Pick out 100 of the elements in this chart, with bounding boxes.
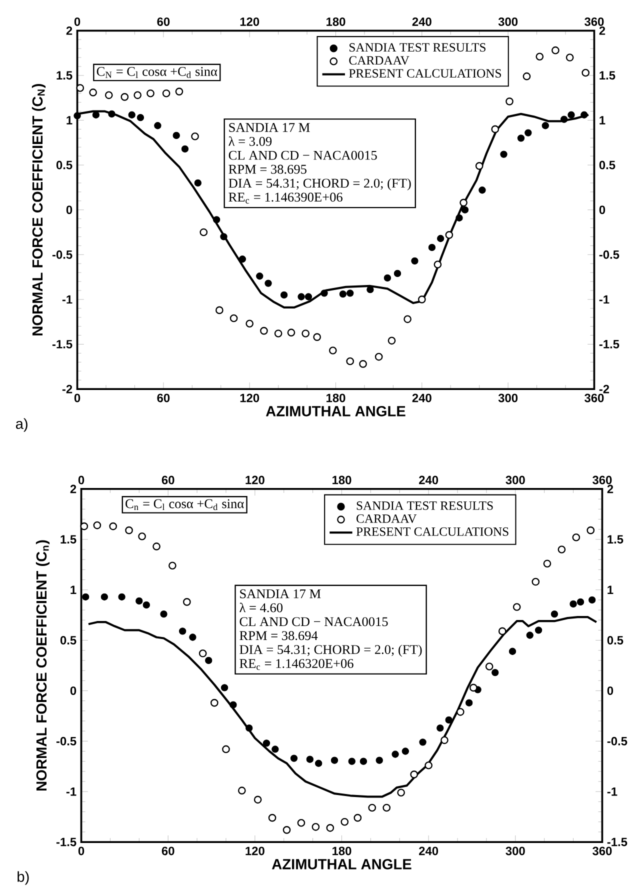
x2-tick-label: 0 <box>78 846 84 856</box>
y-tick-label: 1 <box>70 586 76 594</box>
point <box>262 740 270 747</box>
y2-tick-label: -1 <box>599 295 610 304</box>
x-tick-label: 180 <box>332 476 352 484</box>
x-tick-label: 0 <box>78 476 84 484</box>
point <box>524 129 532 136</box>
y2-tick-label: 0 <box>607 686 613 695</box>
point <box>178 628 186 635</box>
x2-tick-label: 240 <box>418 846 438 856</box>
point <box>100 593 108 600</box>
point <box>168 562 176 570</box>
point <box>500 150 508 158</box>
point <box>314 760 322 767</box>
y-tick-label: 0.5 <box>60 636 76 645</box>
x2-tick-label: 120 <box>240 394 259 402</box>
y-tick-label: 0 <box>70 686 76 695</box>
y2-tick-label: 2 <box>599 26 605 35</box>
point <box>445 716 452 724</box>
point <box>560 116 568 123</box>
x2-tick-label: 60 <box>162 846 174 856</box>
point <box>160 610 168 618</box>
point <box>108 110 116 118</box>
x2-tick-label: 180 <box>332 846 352 856</box>
annotation: CL AND CD − NACA0015 <box>240 617 388 626</box>
y2-tick-label: -0.5 <box>599 250 620 259</box>
point <box>135 597 143 605</box>
point <box>74 112 81 120</box>
point <box>558 546 566 554</box>
y-tick-label: -0.5 <box>56 736 76 746</box>
point <box>297 818 306 827</box>
y-tick-label: -1 <box>66 787 76 796</box>
point <box>461 206 468 214</box>
annotation: SANDIA 17 M <box>240 589 321 598</box>
point <box>220 684 228 692</box>
point <box>526 632 534 639</box>
point <box>138 532 146 540</box>
x2-tick-label: 120 <box>246 846 264 856</box>
y-tick-label: 1.5 <box>60 535 76 544</box>
point <box>469 684 478 692</box>
point <box>580 111 588 118</box>
x-tick-label: 60 <box>162 476 174 484</box>
x2-tick-label: 360 <box>592 846 612 856</box>
point <box>194 179 202 187</box>
y-tick-label: 2 <box>66 26 72 35</box>
point <box>536 52 544 61</box>
point <box>82 593 90 600</box>
point <box>80 522 88 530</box>
x-axis-title: AZIMUTHAL ANGLE <box>272 859 412 870</box>
point <box>392 750 399 758</box>
x-axis-title: AZIMUTHAL ANGLE <box>266 406 406 416</box>
point <box>245 724 253 732</box>
y-tick-label: 0.5 <box>56 160 72 170</box>
y-tick-label: -0.5 <box>52 250 72 259</box>
annotation: C$_{N}$ = C$_{l}$ cosα +C$_{d}$ sinα <box>96 67 218 78</box>
point <box>568 111 575 118</box>
legend-label: PRESENT CALCULATIONS <box>356 527 508 536</box>
text: b) <box>18 871 29 885</box>
annotation: DIA = 54.31; CHORD = 2.0; (FT) <box>240 644 422 657</box>
point <box>162 89 170 98</box>
point <box>508 648 516 655</box>
x-tick-label: 240 <box>412 17 432 26</box>
x-tick-label: 300 <box>498 17 518 26</box>
point <box>152 542 160 550</box>
annotation: RE$_{c}$ = 1.146390E+06 <box>228 192 342 204</box>
point <box>404 315 412 324</box>
x2-tick-label: 300 <box>506 846 525 856</box>
y2-tick-label: -2 <box>599 384 609 394</box>
y2-tick-label: -1 <box>607 787 618 796</box>
point <box>230 701 237 708</box>
point <box>505 98 514 106</box>
legend-label: PRESENT CALCULATIONS <box>348 69 501 78</box>
legend-label: CARDAAV <box>356 514 417 523</box>
point <box>215 306 224 314</box>
point <box>118 593 126 600</box>
point <box>576 598 584 606</box>
point <box>175 88 184 96</box>
annotation: DIA = 54.31; CHORD = 2.0; (FT) <box>228 178 411 190</box>
point <box>306 756 314 763</box>
point <box>287 328 296 337</box>
point <box>212 216 220 224</box>
point <box>460 198 468 207</box>
point <box>204 656 212 664</box>
point <box>491 668 499 676</box>
point <box>246 320 254 328</box>
x-tick-label: 120 <box>240 17 259 26</box>
point <box>359 360 367 368</box>
x2-tick-label: 240 <box>412 394 432 402</box>
y2-tick-label: 1.5 <box>608 535 624 544</box>
point <box>320 290 328 297</box>
x-tick-label: 60 <box>157 17 170 26</box>
point <box>254 796 262 804</box>
point <box>326 824 334 832</box>
point <box>264 280 272 287</box>
point <box>394 270 401 278</box>
point <box>382 804 390 812</box>
y-tick-label: 0 <box>66 206 72 214</box>
point <box>434 260 442 268</box>
x-tick-label: 360 <box>584 17 604 26</box>
point <box>402 748 409 755</box>
